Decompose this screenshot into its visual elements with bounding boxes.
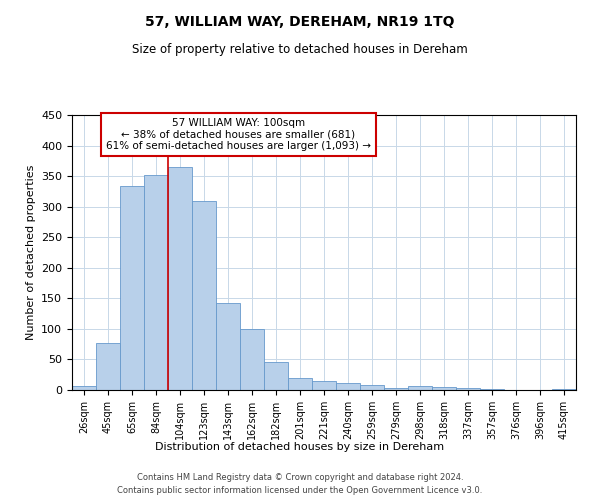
Y-axis label: Number of detached properties: Number of detached properties xyxy=(26,165,35,340)
Bar xyxy=(264,362,288,390)
Bar xyxy=(192,200,216,390)
Bar xyxy=(120,186,144,390)
Bar xyxy=(288,378,312,390)
Bar xyxy=(240,329,264,390)
Bar xyxy=(72,386,96,390)
Text: Distribution of detached houses by size in Dereham: Distribution of detached houses by size … xyxy=(155,442,445,452)
Text: 57, WILLIAM WAY, DEREHAM, NR19 1TQ: 57, WILLIAM WAY, DEREHAM, NR19 1TQ xyxy=(145,15,455,29)
Bar xyxy=(96,343,120,390)
Bar xyxy=(168,167,192,390)
Text: 57 WILLIAM WAY: 100sqm
← 38% of detached houses are smaller (681)
61% of semi-de: 57 WILLIAM WAY: 100sqm ← 38% of detached… xyxy=(106,118,371,151)
Bar xyxy=(408,386,432,390)
Bar xyxy=(456,388,480,390)
Text: Size of property relative to detached houses in Dereham: Size of property relative to detached ho… xyxy=(132,42,468,56)
Bar xyxy=(216,303,240,390)
Bar xyxy=(144,175,168,390)
Text: Contains public sector information licensed under the Open Government Licence v3: Contains public sector information licen… xyxy=(118,486,482,495)
Bar xyxy=(360,384,384,390)
Bar xyxy=(336,384,360,390)
Text: Contains HM Land Registry data © Crown copyright and database right 2024.: Contains HM Land Registry data © Crown c… xyxy=(137,472,463,482)
Bar xyxy=(432,387,456,390)
Bar xyxy=(312,382,336,390)
Bar xyxy=(384,388,408,390)
